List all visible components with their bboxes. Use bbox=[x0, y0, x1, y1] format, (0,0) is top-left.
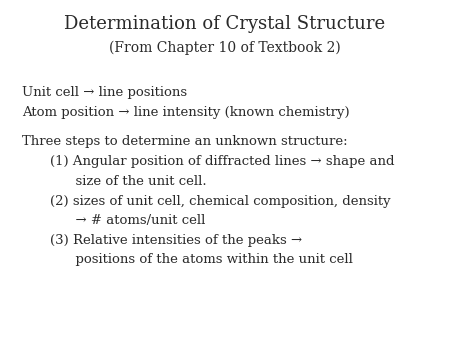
Text: size of the unit cell.: size of the unit cell. bbox=[50, 175, 206, 188]
Text: (3) Relative intensities of the peaks →: (3) Relative intensities of the peaks → bbox=[50, 234, 302, 247]
Text: Determination of Crystal Structure: Determination of Crystal Structure bbox=[64, 15, 386, 33]
Text: Atom position → line intensity (known chemistry): Atom position → line intensity (known ch… bbox=[22, 106, 350, 119]
Text: (2) sizes of unit cell, chemical composition, density: (2) sizes of unit cell, chemical composi… bbox=[50, 195, 390, 208]
Text: → # atoms/unit cell: → # atoms/unit cell bbox=[50, 214, 205, 227]
Text: Three steps to determine an unknown structure:: Three steps to determine an unknown stru… bbox=[22, 135, 348, 148]
Text: positions of the atoms within the unit cell: positions of the atoms within the unit c… bbox=[50, 254, 352, 266]
Text: Unit cell → line positions: Unit cell → line positions bbox=[22, 86, 188, 99]
Text: (1) Angular position of diffracted lines → shape and: (1) Angular position of diffracted lines… bbox=[50, 155, 394, 168]
Text: (From Chapter 10 of Textbook 2): (From Chapter 10 of Textbook 2) bbox=[109, 41, 341, 55]
